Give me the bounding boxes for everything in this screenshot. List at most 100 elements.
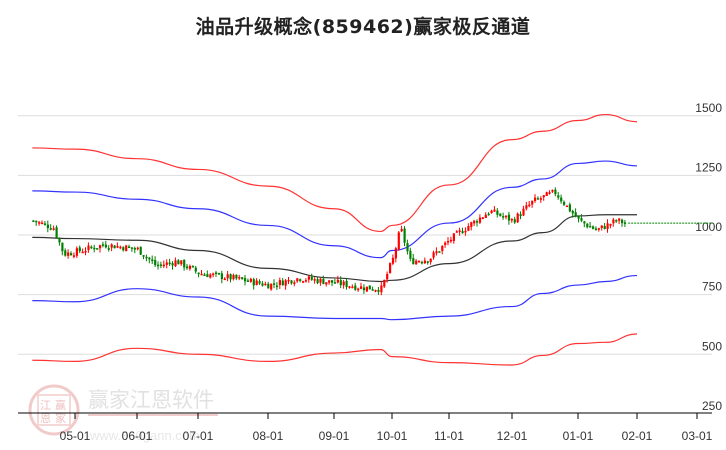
candle-down [316,279,319,284]
candle-down [171,263,174,266]
candle-up [52,228,55,230]
candle-down [46,224,49,229]
candle-up [302,281,305,283]
candle-up [325,282,328,285]
candle-up [534,197,537,202]
candle-down [142,255,145,257]
candle-down [273,283,276,285]
candle-up [264,283,267,286]
candle-down [536,198,540,200]
candle-up [287,279,290,282]
candle-up [389,263,392,274]
inner-lower-band-line [32,274,638,321]
watermark-brand: 赢家江恩软件 [88,388,214,412]
candle-up [510,218,513,221]
candle-down [354,285,357,290]
candle-down [61,242,64,252]
candle-down [586,223,589,228]
candle-down [589,226,592,228]
outer-lower-band-line [32,333,638,366]
candle-up [180,260,183,265]
candle-up [545,192,548,196]
x-tick-label: 10-01 [377,429,408,443]
candle-up [444,242,447,246]
candle-down [563,201,566,205]
candle-up [490,210,493,214]
candle-down [571,210,574,214]
candle-down [499,213,502,216]
candle-down [70,253,73,256]
svg-text:家: 家 [55,411,66,425]
candle-up [304,280,308,282]
candle-down [168,262,171,265]
candle-up [435,251,438,254]
candle-down [139,246,142,255]
candle-up [484,214,487,219]
candle-down [574,212,577,217]
candle-up [531,200,534,205]
chart-title: 油品升级概念(859462)赢家极反通道 [195,16,531,38]
candle-down [101,244,105,246]
candle-up [473,220,476,224]
candle-up [493,209,496,212]
candle-down [261,283,264,286]
x-tick-label: 05-01 [60,429,91,443]
candle-down [371,289,374,291]
candle-up [249,278,252,282]
candle-up [452,233,455,242]
x-tick-label: 08-01 [253,429,284,443]
candle-down [104,244,107,248]
watermark-url: www.360gann.com [89,428,200,443]
candle-down [145,256,148,259]
candle-up [226,274,229,279]
candle-up [188,265,192,269]
candle-down [333,282,337,284]
candle-down [78,247,81,252]
candle-up [391,257,395,264]
channel-bands [32,113,638,366]
candle-down [32,220,35,223]
candle-up [429,258,432,263]
candle-down [513,219,516,223]
candle-up [365,286,368,292]
candle-down [267,283,270,289]
candle-down [476,221,479,223]
candle-up [75,248,78,256]
y-tick-label: 1000 [695,220,722,234]
svg-text:江: 江 [40,399,51,412]
candle-up [606,223,609,230]
candle-down [507,214,511,221]
candle-down [90,246,93,249]
candle-up [400,229,403,232]
candle-up [84,250,87,253]
candle-down [339,280,342,286]
y-tick-label: 250 [702,399,722,413]
candle-down [154,259,157,266]
candle-up [551,189,554,192]
candle-down [310,276,313,280]
candle-down [519,214,522,217]
candle-down [151,259,154,262]
candle-up [200,273,203,276]
candle-down [406,243,409,252]
candle-down [577,216,580,219]
candle-up [432,252,435,258]
candle-down [403,228,406,243]
candle-down [246,280,250,282]
candle-up [162,264,165,267]
candle-down [133,248,136,250]
y-tick-label: 1500 [695,101,722,115]
candle-up [87,245,90,251]
candle-down [583,221,586,224]
watermark: 江 赢 恩 家 赢家江恩软件 www.360gann.com [28,384,218,443]
candle-down [362,287,366,291]
candle-down [229,274,232,280]
candle-up [565,205,569,208]
candle-up [441,245,444,251]
candle-up [397,232,400,250]
candle-up [481,217,484,219]
candle-down [122,247,125,251]
candle-up [528,204,531,207]
inner-upper-band-line [32,160,638,259]
candle-up [319,278,322,283]
